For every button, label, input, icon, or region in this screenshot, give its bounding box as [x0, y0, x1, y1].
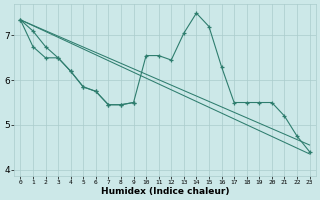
X-axis label: Humidex (Indice chaleur): Humidex (Indice chaleur) — [101, 187, 229, 196]
